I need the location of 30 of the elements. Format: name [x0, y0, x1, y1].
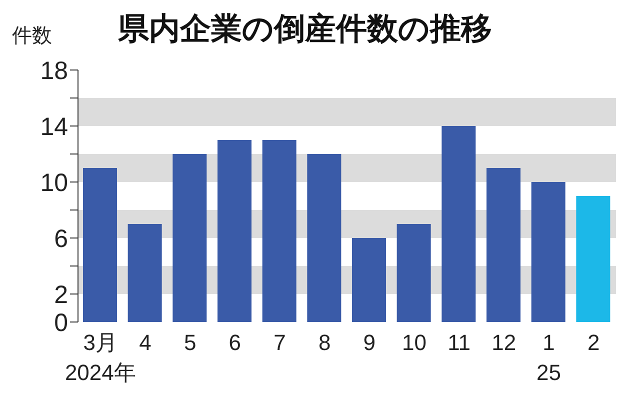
bar [172, 154, 207, 322]
x-tick-label: 6 [228, 330, 242, 355]
y-tick-label: 2 [54, 280, 68, 309]
x-tick-label: 10 [402, 330, 426, 355]
bar [486, 168, 520, 322]
y-tick-label: 14 [40, 112, 68, 141]
x-tick-label: 8 [318, 330, 331, 355]
x-tick-label: 9 [363, 330, 376, 355]
y-axis-title: 件数 [12, 24, 52, 49]
x-tick-label: 5 [184, 330, 196, 355]
x-tick-label: 4 [139, 330, 152, 355]
y-tick-label: 6 [54, 224, 68, 253]
x-tick-label: 1 25 [536, 330, 561, 385]
bar [352, 238, 386, 322]
y-tick-label: 18 [40, 56, 68, 85]
bar [396, 224, 431, 322]
bar [576, 196, 610, 322]
chart-title: 県内企業の倒産件数の推移 [118, 10, 492, 48]
bar [128, 224, 162, 322]
bar [531, 182, 566, 322]
x-tick-label: 2 [587, 330, 600, 355]
bar [262, 140, 296, 322]
bar [307, 154, 342, 322]
x-tick-label: 12 [492, 330, 516, 355]
x-tick-label: 7 [274, 330, 286, 355]
y-tick-label: 10 [40, 168, 68, 197]
bar [442, 126, 476, 322]
x-tick-label: 11 [448, 330, 471, 355]
bar [83, 168, 117, 322]
bar [218, 140, 252, 322]
